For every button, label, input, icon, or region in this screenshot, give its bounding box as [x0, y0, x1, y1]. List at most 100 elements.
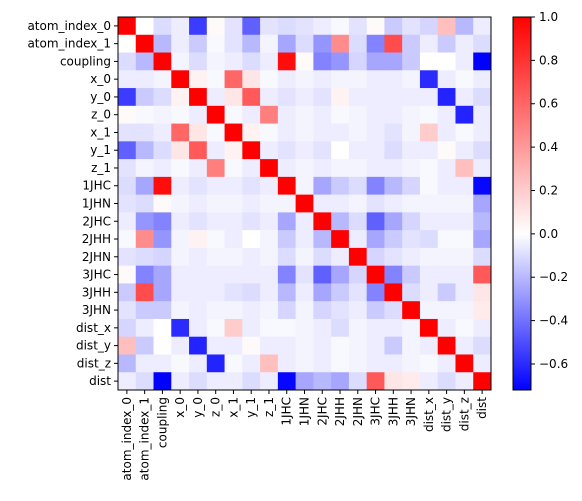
colorbar-tick-label: 0.2 [539, 183, 558, 197]
heatmap-cell [455, 301, 474, 320]
heatmap-cell [118, 318, 137, 338]
heatmap-cell [313, 105, 332, 124]
heatmap-cell [224, 70, 243, 89]
heatmap-cell [331, 141, 350, 160]
heatmap-cell [348, 301, 368, 320]
heatmap-cell [313, 159, 332, 178]
heatmap-cell [419, 372, 439, 391]
heatmap-cell [419, 230, 439, 249]
heatmap-cell [331, 354, 350, 373]
heatmap-cell [206, 318, 225, 338]
heatmap-cell [118, 283, 137, 302]
heatmap-cell [455, 123, 474, 142]
heatmap-cell [295, 247, 314, 267]
heatmap-cell [455, 88, 474, 107]
heatmap-cell [224, 176, 243, 196]
heatmap-cell [348, 52, 368, 71]
heatmap-cell [437, 301, 456, 320]
y-tick-label: 3JHC [82, 268, 111, 282]
heatmap-cell [419, 194, 439, 213]
heatmap-cell [118, 176, 137, 196]
heatmap-cell [366, 88, 385, 107]
heatmap-cell [189, 17, 208, 36]
heatmap-cell [277, 141, 297, 160]
heatmap-cell [224, 141, 243, 160]
heatmap-cell [135, 318, 154, 338]
heatmap-cell [224, 301, 243, 320]
heatmap-cell [153, 176, 172, 196]
heatmap-cell [135, 265, 154, 284]
heatmap-cell [348, 34, 368, 53]
heatmap-cell [419, 123, 439, 142]
heatmap-cell [313, 336, 332, 355]
heatmap-cell [331, 159, 350, 178]
heatmap-cell [348, 372, 368, 391]
heatmap-cell [473, 88, 492, 107]
heatmap-cell [295, 283, 314, 302]
x-tick-label: y_1 [244, 397, 258, 418]
heatmap-cell [260, 159, 279, 178]
heatmap-cell [153, 34, 172, 53]
heatmap-cell [331, 301, 350, 320]
heatmap-cell [331, 247, 350, 267]
heatmap-cell [366, 230, 385, 249]
heatmap-cell [295, 176, 314, 196]
heatmap-cell [437, 88, 456, 107]
heatmap-cell [224, 354, 243, 373]
heatmap-cell [171, 318, 190, 338]
heatmap-cell [455, 372, 474, 391]
heatmap-cell [189, 318, 208, 338]
heatmap-cell [473, 318, 492, 338]
y-tick-labels: atom_index_0 atom_index_1 coupling x_0 y_0 z_… [27, 19, 118, 388]
heatmap-cell [384, 17, 403, 36]
heatmap-cell [260, 194, 279, 213]
heatmap-cell [473, 301, 492, 320]
heatmap-cell [313, 247, 332, 267]
heatmap-cell [171, 141, 190, 160]
heatmap-cell [348, 194, 368, 213]
heatmap-cell [153, 230, 172, 249]
heatmap-cell [331, 230, 350, 249]
heatmap-cell [206, 70, 225, 89]
heatmap-cell [366, 194, 385, 213]
heatmap-cell [260, 318, 279, 338]
heatmap-cell [402, 372, 421, 391]
heatmap-cell [206, 141, 225, 160]
x-tick-label: dist_y [440, 397, 454, 432]
heatmap-cell [419, 70, 439, 89]
heatmap-cell [348, 354, 368, 373]
heatmap-cell [419, 336, 439, 355]
heatmap-cell [118, 105, 137, 124]
heatmap-cell [135, 247, 154, 267]
heatmap-cell [206, 34, 225, 53]
heatmap-cell [437, 159, 456, 178]
heatmap-cell [331, 70, 350, 89]
heatmap-cell [455, 34, 474, 53]
y-tick-label: 3JHN [82, 303, 111, 317]
heatmap-cell [366, 159, 385, 178]
heatmap-cell [295, 318, 314, 338]
heatmap-cell [206, 123, 225, 142]
heatmap-cell [384, 70, 403, 89]
y-tick-label: z_1 [91, 161, 111, 175]
heatmap-cell [260, 141, 279, 160]
heatmap-cell [437, 372, 456, 391]
heatmap-cell [277, 34, 297, 53]
heatmap-cell [419, 212, 439, 231]
heatmap-cell [402, 230, 421, 249]
heatmap-cell [277, 123, 297, 142]
heatmap-cell [118, 34, 137, 53]
heatmap-cell [437, 336, 456, 355]
x-tick-label: 3JHN [404, 397, 418, 426]
heatmap-cell [135, 194, 154, 213]
heatmap-cell [366, 372, 385, 391]
heatmap-cell [348, 230, 368, 249]
heatmap-cell [455, 265, 474, 284]
heatmap-cell [118, 336, 137, 355]
heatmap-cell [260, 372, 279, 391]
heatmap-cell [171, 70, 190, 89]
heatmap-cell [171, 283, 190, 302]
heatmap-cell [277, 283, 297, 302]
heatmap-cell [135, 354, 154, 373]
colorbar-gradient [512, 16, 532, 391]
